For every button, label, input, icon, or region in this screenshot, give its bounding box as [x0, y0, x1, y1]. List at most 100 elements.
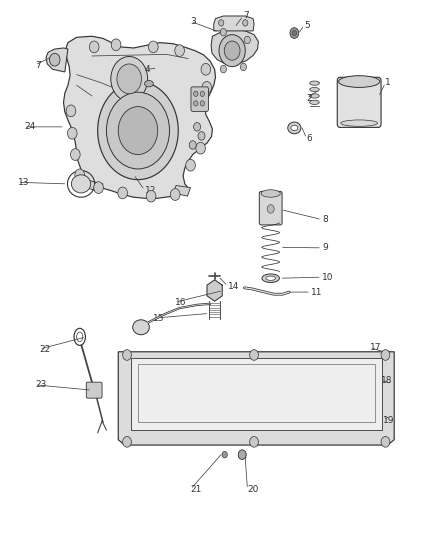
- Text: 22: 22: [39, 345, 51, 353]
- Polygon shape: [131, 358, 382, 430]
- Circle shape: [94, 182, 103, 193]
- Circle shape: [219, 35, 245, 67]
- Text: 24: 24: [24, 123, 35, 131]
- Ellipse shape: [310, 87, 319, 92]
- Circle shape: [267, 205, 274, 213]
- Circle shape: [123, 350, 131, 360]
- Circle shape: [250, 350, 258, 360]
- Circle shape: [146, 190, 156, 202]
- Text: 13: 13: [18, 178, 29, 187]
- Circle shape: [240, 63, 247, 71]
- Circle shape: [175, 45, 184, 56]
- Circle shape: [75, 169, 85, 181]
- Circle shape: [222, 451, 227, 458]
- FancyBboxPatch shape: [86, 382, 102, 398]
- Text: 2: 2: [307, 94, 312, 103]
- Circle shape: [238, 450, 246, 459]
- Circle shape: [202, 82, 212, 93]
- Circle shape: [194, 101, 198, 106]
- Polygon shape: [214, 16, 254, 31]
- Text: 12: 12: [145, 186, 156, 195]
- Circle shape: [170, 189, 180, 200]
- Text: 19: 19: [383, 416, 395, 424]
- Text: 16: 16: [175, 298, 187, 306]
- Circle shape: [123, 437, 131, 447]
- Ellipse shape: [145, 80, 153, 87]
- Ellipse shape: [310, 94, 319, 98]
- Text: 6: 6: [307, 134, 312, 143]
- Circle shape: [98, 82, 178, 180]
- Circle shape: [250, 437, 258, 447]
- Circle shape: [219, 20, 224, 26]
- Ellipse shape: [339, 76, 380, 87]
- Circle shape: [243, 20, 248, 26]
- Ellipse shape: [71, 175, 91, 193]
- Polygon shape: [211, 29, 258, 64]
- Ellipse shape: [261, 190, 280, 197]
- Circle shape: [189, 141, 196, 149]
- Circle shape: [194, 123, 201, 131]
- Circle shape: [244, 36, 251, 44]
- FancyBboxPatch shape: [191, 87, 208, 111]
- Circle shape: [71, 149, 80, 160]
- Text: 5: 5: [304, 21, 310, 29]
- Polygon shape: [85, 180, 103, 192]
- Text: 1: 1: [385, 78, 391, 87]
- Polygon shape: [118, 352, 394, 445]
- Text: 20: 20: [247, 485, 259, 494]
- Text: 4: 4: [145, 65, 150, 74]
- FancyBboxPatch shape: [337, 77, 381, 127]
- Polygon shape: [207, 280, 222, 301]
- Circle shape: [67, 127, 77, 139]
- Ellipse shape: [341, 120, 378, 126]
- Text: 18: 18: [381, 376, 392, 384]
- Circle shape: [111, 39, 121, 51]
- Circle shape: [220, 66, 226, 73]
- Text: 15: 15: [153, 314, 165, 322]
- Circle shape: [106, 92, 170, 169]
- Circle shape: [290, 28, 299, 38]
- Text: 7: 7: [243, 12, 249, 20]
- Polygon shape: [46, 48, 68, 72]
- Circle shape: [196, 142, 205, 154]
- Text: 11: 11: [311, 288, 322, 296]
- Circle shape: [198, 132, 205, 140]
- Circle shape: [89, 41, 99, 53]
- Text: 10: 10: [322, 273, 333, 281]
- Circle shape: [117, 64, 141, 94]
- Circle shape: [224, 41, 240, 60]
- Circle shape: [292, 30, 297, 36]
- Circle shape: [111, 56, 148, 101]
- Circle shape: [148, 41, 158, 53]
- Polygon shape: [173, 185, 191, 196]
- Ellipse shape: [310, 100, 319, 104]
- Ellipse shape: [288, 122, 301, 134]
- Circle shape: [186, 159, 195, 171]
- FancyBboxPatch shape: [259, 191, 282, 225]
- Circle shape: [118, 107, 158, 155]
- Circle shape: [220, 28, 226, 36]
- Text: 21: 21: [191, 485, 202, 494]
- Circle shape: [194, 91, 198, 96]
- Text: 3: 3: [191, 17, 196, 26]
- Text: 9: 9: [322, 244, 328, 252]
- Circle shape: [66, 105, 76, 117]
- Circle shape: [200, 91, 205, 96]
- Circle shape: [381, 437, 390, 447]
- Ellipse shape: [133, 320, 149, 335]
- Text: 23: 23: [35, 381, 46, 389]
- Ellipse shape: [310, 81, 319, 85]
- Circle shape: [49, 53, 60, 66]
- Polygon shape: [64, 36, 215, 198]
- Circle shape: [118, 187, 127, 199]
- Ellipse shape: [262, 274, 279, 282]
- Text: 17: 17: [370, 343, 381, 352]
- Circle shape: [381, 350, 390, 360]
- Ellipse shape: [291, 125, 298, 131]
- Text: 14: 14: [228, 282, 239, 290]
- Text: 7: 7: [35, 61, 41, 69]
- Ellipse shape: [266, 276, 276, 280]
- Text: 8: 8: [322, 215, 328, 224]
- Circle shape: [200, 101, 205, 106]
- Circle shape: [201, 63, 211, 75]
